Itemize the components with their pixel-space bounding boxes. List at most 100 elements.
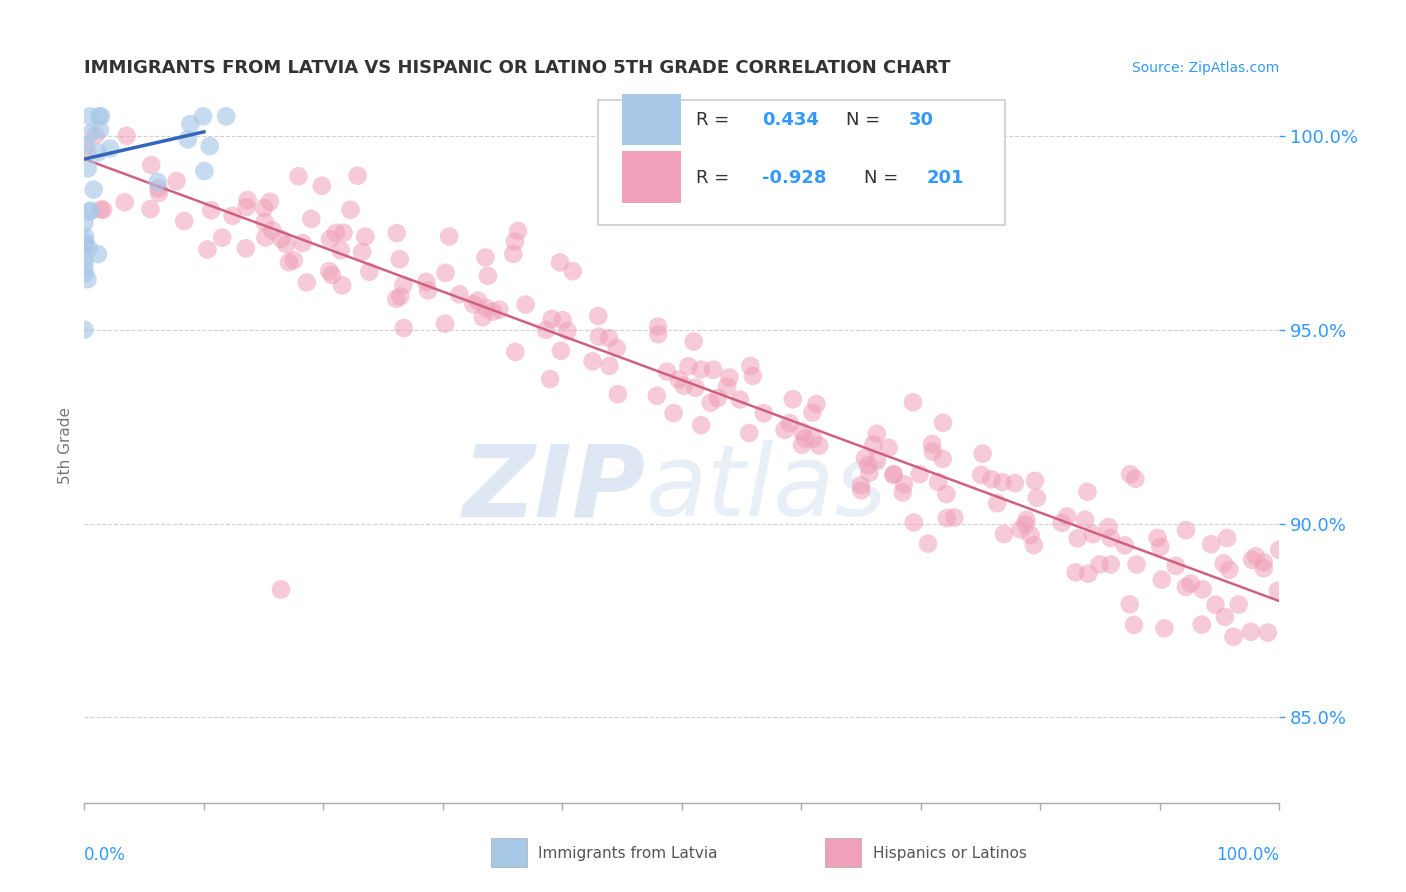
Point	[1097, 520, 1119, 534]
Point	[682, 334, 704, 349]
Point	[330, 278, 353, 293]
Point	[416, 284, 439, 298]
Point	[707, 391, 730, 405]
Point	[1119, 467, 1142, 482]
Point	[176, 132, 198, 146]
Point	[311, 178, 333, 193]
Point	[449, 287, 471, 301]
Point	[193, 164, 215, 178]
Text: Hispanics or Latinos: Hispanics or Latinos	[873, 846, 1026, 861]
Point	[908, 467, 931, 482]
Text: 100.0%: 100.0%	[1216, 846, 1279, 863]
Point	[883, 467, 905, 482]
Point	[354, 229, 377, 244]
Text: 0.0%: 0.0%	[84, 846, 127, 863]
Point	[862, 437, 884, 451]
Point	[1240, 624, 1263, 639]
Point	[79, 109, 101, 123]
Point	[73, 252, 96, 267]
Point	[921, 444, 943, 458]
Point	[699, 395, 721, 409]
Point	[685, 381, 707, 395]
Point	[882, 467, 904, 482]
Point	[1253, 561, 1275, 575]
Point	[73, 237, 96, 252]
Point	[1074, 513, 1097, 527]
Point	[291, 235, 314, 250]
Point	[1268, 542, 1291, 557]
Text: 0.434: 0.434	[762, 112, 818, 129]
Point	[738, 425, 761, 440]
Point	[148, 181, 170, 195]
Point	[1257, 625, 1279, 640]
Point	[853, 450, 876, 465]
Point	[1175, 523, 1198, 537]
Point	[1267, 583, 1289, 598]
Point	[1019, 528, 1042, 542]
Point	[385, 226, 408, 240]
Point	[993, 527, 1015, 541]
Point	[359, 265, 381, 279]
Point	[1123, 618, 1146, 632]
Text: N =: N =	[863, 169, 904, 186]
Point	[278, 255, 301, 269]
Point	[503, 235, 526, 249]
Point	[581, 354, 603, 368]
Point	[782, 392, 804, 407]
Point	[141, 158, 163, 172]
Point	[903, 516, 925, 530]
Point	[980, 472, 1002, 486]
Point	[1180, 576, 1202, 591]
Point	[179, 117, 201, 131]
Point	[534, 323, 557, 337]
Point	[1244, 549, 1267, 564]
Text: N =: N =	[845, 112, 886, 129]
Point	[76, 161, 98, 176]
Point	[221, 209, 243, 223]
Point	[972, 447, 994, 461]
Point	[236, 193, 259, 207]
Point	[474, 251, 496, 265]
Text: Immigrants from Latvia: Immigrants from Latvia	[538, 846, 718, 861]
Point	[1024, 474, 1046, 488]
Point	[283, 253, 305, 268]
Point	[901, 395, 924, 409]
Point	[352, 244, 374, 259]
Point	[197, 243, 219, 257]
Point	[702, 363, 724, 377]
Point	[73, 216, 96, 230]
Point	[270, 582, 292, 597]
Text: IMMIGRANTS FROM LATVIA VS HISPANIC OR LATINO 5TH GRADE CORRELATION CHART: IMMIGRANTS FROM LATVIA VS HISPANIC OR LA…	[84, 59, 950, 77]
Point	[917, 536, 939, 550]
Point	[1010, 522, 1032, 536]
Point	[1216, 531, 1239, 545]
Point	[1050, 516, 1073, 530]
Point	[1081, 527, 1104, 541]
Point	[801, 406, 824, 420]
Point	[801, 432, 824, 446]
Point	[1022, 538, 1045, 552]
Point	[385, 292, 408, 306]
Point	[655, 365, 678, 379]
Point	[115, 128, 138, 143]
Point	[1240, 553, 1263, 567]
Point	[87, 247, 110, 261]
Point	[728, 392, 751, 407]
Point	[295, 276, 318, 290]
Point	[318, 264, 340, 278]
Point	[166, 174, 188, 188]
Point	[146, 175, 169, 189]
Point	[84, 128, 107, 142]
Point	[270, 232, 292, 246]
Point	[1064, 566, 1087, 580]
Point	[392, 278, 415, 293]
Point	[1099, 558, 1122, 572]
Point	[75, 138, 97, 153]
Point	[77, 241, 100, 255]
Point	[716, 379, 738, 393]
Point	[808, 439, 831, 453]
Point	[471, 310, 494, 325]
Point	[851, 483, 873, 498]
Point	[83, 183, 105, 197]
Point	[645, 389, 668, 403]
